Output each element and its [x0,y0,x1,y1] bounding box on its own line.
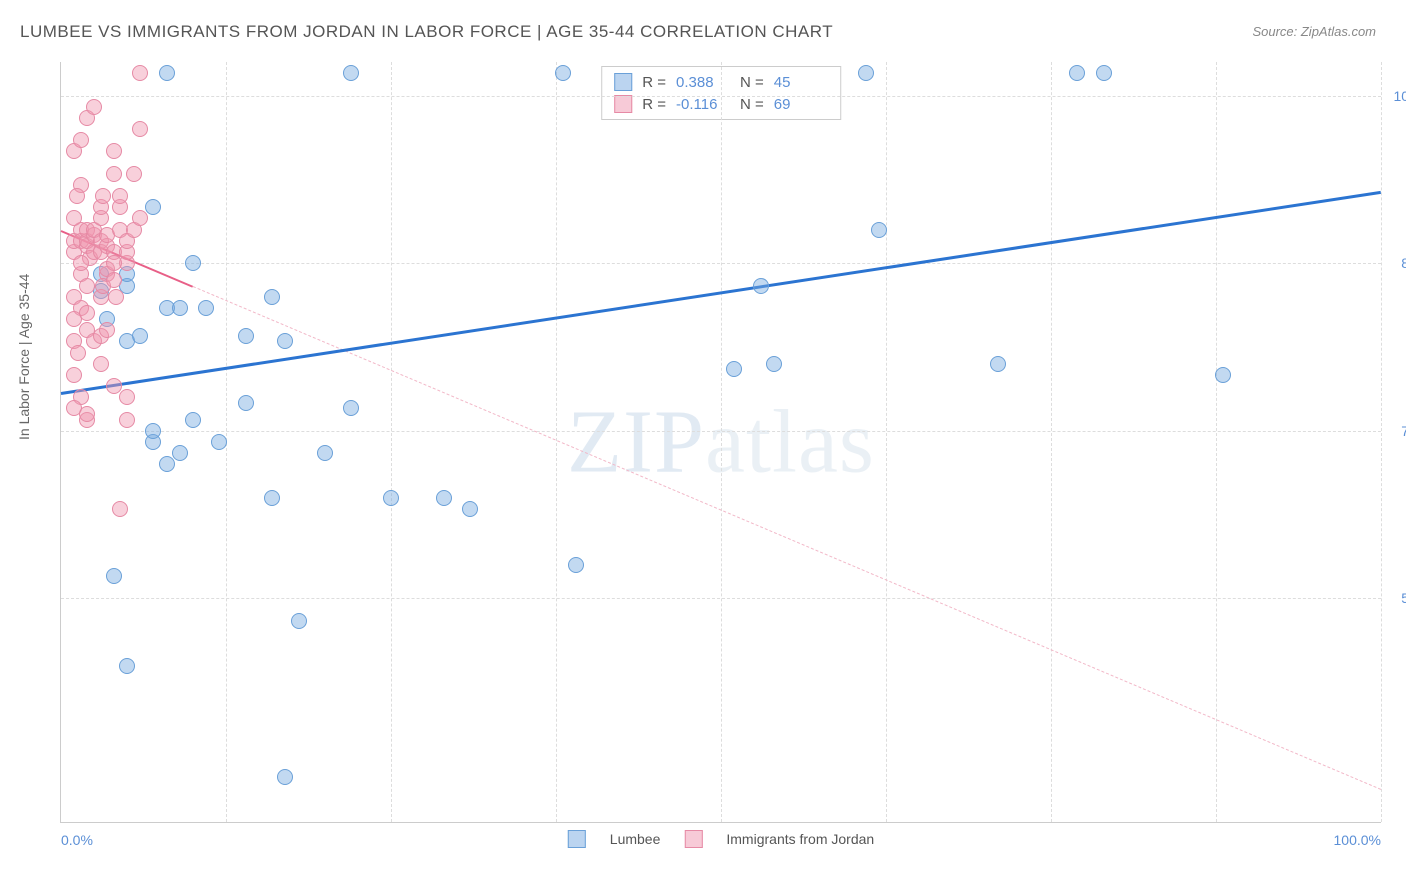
data-point [79,406,95,422]
data-point [317,445,333,461]
data-point [145,199,161,215]
scatter-plot-area: ZIPatlas R = 0.388 N = 45 R = -0.116 N =… [60,62,1381,823]
gridline-v [721,62,722,822]
data-point [108,289,124,305]
legend-label-lumbee: Lumbee [610,831,661,847]
data-point [568,557,584,573]
data-point [106,272,122,288]
data-point [1096,65,1112,81]
y-tick-label: 55.0% [1386,590,1406,606]
y-tick-label: 85.0% [1386,255,1406,271]
data-point [145,423,161,439]
data-point [383,490,399,506]
data-point [185,255,201,271]
swatch-blue-icon [614,73,632,91]
watermark-thin: atlas [705,393,875,492]
data-point [106,166,122,182]
data-point [1069,65,1085,81]
stat-n-value-lumbee: 45 [774,74,828,91]
data-point [86,99,102,115]
data-point [70,345,86,361]
data-point [277,333,293,349]
legend-swatch-pink-icon [684,830,702,848]
data-point [66,210,82,226]
data-point [93,356,109,372]
legend-label-jordan: Immigrants from Jordan [726,831,874,847]
bottom-legend: Lumbee Immigrants from Jordan [568,830,874,848]
x-tick-label: 100.0% [1334,832,1381,848]
gridline-v [886,62,887,822]
trend-line-jordan-dash [193,286,1381,790]
data-point [185,412,201,428]
data-point [211,434,227,450]
data-point [69,188,85,204]
data-point [112,501,128,517]
data-point [436,490,452,506]
x-tick-label: 0.0% [61,832,93,848]
watermark-bold: ZIP [567,393,705,492]
data-point [106,143,122,159]
data-point [99,322,115,338]
data-point [106,568,122,584]
data-point [159,65,175,81]
y-tick-label: 70.0% [1386,423,1406,439]
data-point [79,278,95,294]
data-point [172,445,188,461]
gridline-v [1381,62,1382,822]
data-point [766,356,782,372]
data-point [132,210,148,226]
stat-r-label: R = [642,74,666,91]
data-point [159,456,175,472]
gridline-v [556,62,557,822]
data-point [119,389,135,405]
legend-swatch-blue-icon [568,830,586,848]
y-tick-label: 100.0% [1386,88,1406,104]
data-point [66,367,82,383]
data-point [73,132,89,148]
data-point [462,501,478,517]
data-point [73,255,89,271]
data-point [264,289,280,305]
data-point [343,65,359,81]
stat-n-value-jordan: 69 [774,96,828,113]
data-point [264,490,280,506]
stat-n-label: N = [740,74,764,91]
stat-n-label: N = [740,96,764,113]
data-point [726,361,742,377]
data-point [95,188,111,204]
data-point [238,395,254,411]
gridline-v [1216,62,1217,822]
swatch-pink-icon [614,95,632,113]
data-point [871,222,887,238]
data-point [132,121,148,137]
data-point [119,412,135,428]
data-point [126,166,142,182]
gridline-v [1051,62,1052,822]
data-point [238,328,254,344]
data-point [106,378,122,394]
data-point [132,328,148,344]
gridline-v [391,62,392,822]
data-point [106,255,122,271]
data-point [555,65,571,81]
data-point [132,65,148,81]
data-point [66,311,82,327]
data-point [112,188,128,204]
data-point [172,300,188,316]
data-point [119,658,135,674]
chart-title: LUMBEE VS IMMIGRANTS FROM JORDAN IN LABO… [20,22,833,42]
source-attribution: Source: ZipAtlas.com [1252,24,1376,39]
data-point [858,65,874,81]
data-point [277,769,293,785]
stat-r-label: R = [642,96,666,113]
data-point [753,278,769,294]
data-point [198,300,214,316]
data-point [343,400,359,416]
data-point [291,613,307,629]
data-point [990,356,1006,372]
data-point [1215,367,1231,383]
y-axis-label: In Labor Force | Age 35-44 [16,274,32,440]
